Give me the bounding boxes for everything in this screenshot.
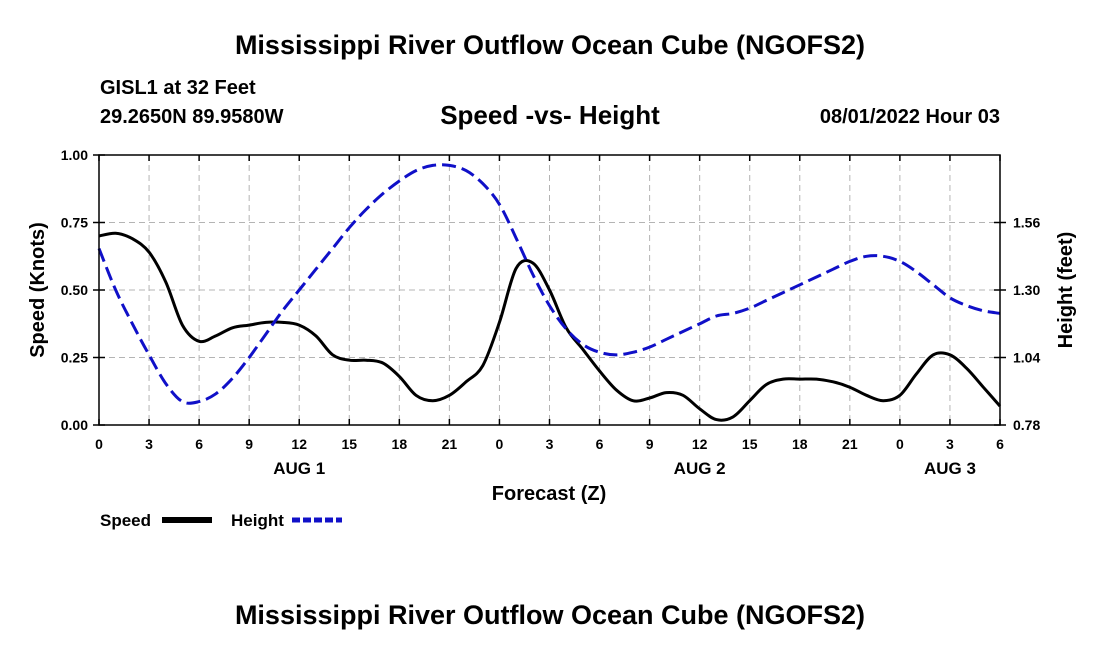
y2-tick-label: 1.04 [1013,350,1040,366]
x-axis-title: Forecast (Z) [492,483,606,505]
x-tick-label: 15 [341,436,357,452]
y-axis-title: Speed (Knots) [27,222,49,358]
x-tick-label: 12 [692,436,708,452]
x-tick-label: 18 [792,436,808,452]
tick-layer [93,154,1006,426]
x-tick-label: 9 [646,436,654,452]
legend-height-label: Height [231,511,284,530]
y-tick-label: 0.50 [61,282,88,298]
label-layer: 0 3 6 9 12 15 18 21 0 3 6 9 12 15 18 21 0 3 6 0.00 0.25 0.50 0… [61,147,1041,478]
day-label: AUG 3 [924,459,976,478]
x-tick-label: 21 [842,436,858,452]
y-tick-label: 0.75 [61,215,88,231]
chart-title: Speed -vs- Height [440,100,660,130]
station-name: GISL1 at 32 Feet [100,77,256,99]
main-title: Mississippi River Outflow Ocean Cube (NG… [234,30,866,60]
forecast-datetime: 08/01/2022 Hour 03 [819,106,1000,128]
x-tick-label: 18 [392,436,408,452]
y2-tick-label: 1.30 [1013,282,1040,298]
x-tick-label: 0 [95,436,103,452]
x-tick-label: 3 [546,436,554,452]
y2-tick-label: 1.56 [1013,215,1040,231]
y-tick-label: 1.00 [61,147,88,163]
x-tick-label: 6 [195,436,203,452]
y-tick-label: 0.25 [61,350,88,366]
x-tick-label: 0 [496,436,504,452]
legend-speed-label: Speed [100,511,151,530]
x-tick-label: 0 [896,436,904,452]
x-tick-label: 3 [946,436,954,452]
x-tick-label: 6 [596,436,604,452]
x-tick-label: 15 [742,436,758,452]
x-tick-label: 9 [245,436,253,452]
y-tick-label: 0.00 [61,417,88,433]
station-coordinates: 29.2650N 89.9580W [100,106,284,128]
y2-tick-label: 0.78 [1013,417,1040,433]
grid-layer [99,155,1000,425]
x-tick-label: 12 [291,436,307,452]
x-tick-label: 3 [145,436,153,452]
x-tick-label: 6 [996,436,1004,452]
x-tick-label: 21 [442,436,458,452]
y2-axis-title: Height (feet) [1055,232,1077,349]
series-line-speed [98,231,1002,422]
series-layer [97,163,1002,422]
footer-repeat-title: Mississippi River Outflow Ocean Cube (NG… [234,600,866,630]
day-label: AUG 2 [674,459,726,478]
day-label: AUG 1 [273,459,325,478]
series-line-height [97,163,1001,405]
legend: Speed Height [100,511,342,530]
